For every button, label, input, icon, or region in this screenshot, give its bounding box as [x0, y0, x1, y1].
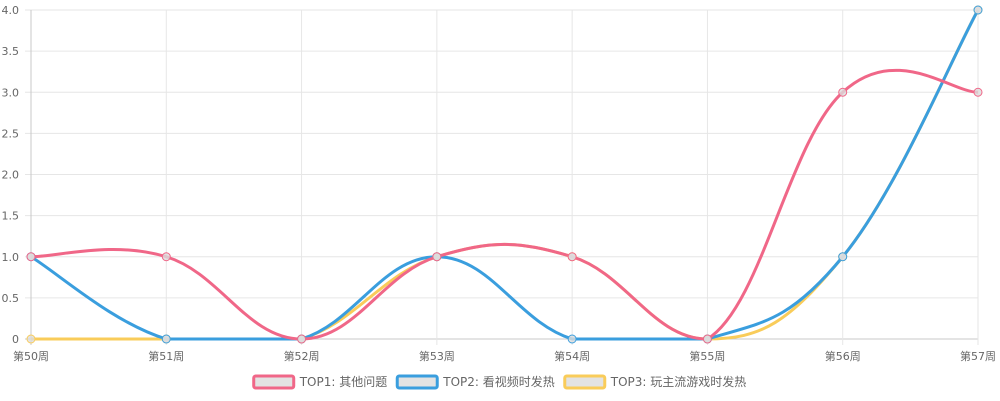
y-tick-label: 3.5 [2, 45, 20, 58]
x-tick-label: 第51周 [148, 349, 184, 363]
x-tick-label: 第53周 [419, 349, 455, 363]
data-point[interactable] [838, 87, 848, 97]
y-axis: 0 0.5 1.0 1.5 2.0 2.5 3.0 3.5 4.0 [2, 4, 20, 346]
x-tick-label: 第57周 [960, 349, 996, 363]
x-tick-label: 第52周 [284, 349, 320, 363]
legend-label: TOP1: 其他问题 [299, 375, 388, 389]
y-tick-label: 3.0 [2, 86, 20, 99]
legend-swatch[interactable] [395, 374, 439, 390]
x-tick-label: 第56周 [825, 349, 861, 363]
y-tick-label: 2.5 [2, 127, 20, 140]
y-tick-label: 0 [12, 333, 19, 346]
legend-swatch[interactable] [563, 374, 607, 390]
x-tick-label: 第54周 [554, 349, 590, 363]
y-tick-label: 1.0 [2, 251, 20, 264]
legend: TOP1: 其他问题 TOP2: 看视频时发热 TOP3: 玩主流游戏时发热 [252, 374, 747, 390]
data-point[interactable] [838, 252, 848, 262]
legend-swatch[interactable] [252, 374, 296, 390]
series-points [26, 5, 983, 344]
x-tick-label: 第55周 [689, 349, 725, 363]
data-point[interactable] [161, 334, 171, 344]
series-line-1 [30, 68, 979, 341]
x-tick-label: 第50周 [13, 349, 49, 363]
data-point[interactable] [161, 252, 171, 262]
x-axis: 第50周 第51周 第52周 第53周 第54周 第55周 第56周 第57周 [13, 349, 996, 363]
y-tick-label: 4.0 [2, 4, 20, 17]
grid [25, 9, 979, 345]
data-point[interactable] [26, 252, 36, 262]
legend-label: TOP2: 看视频时发热 [442, 374, 555, 389]
data-point[interactable] [973, 5, 983, 15]
y-tick-label: 0.5 [2, 292, 20, 305]
legend-label: TOP3: 玩主流游戏时发热 [610, 374, 747, 389]
data-point[interactable] [567, 252, 577, 262]
data-point[interactable] [432, 252, 442, 262]
data-point[interactable] [297, 334, 307, 344]
y-tick-label: 2.0 [2, 169, 20, 182]
y-tick-label: 1.5 [2, 210, 20, 223]
data-point[interactable] [26, 334, 36, 344]
data-point[interactable] [702, 334, 712, 344]
data-point[interactable] [973, 87, 983, 97]
data-point[interactable] [567, 334, 577, 344]
